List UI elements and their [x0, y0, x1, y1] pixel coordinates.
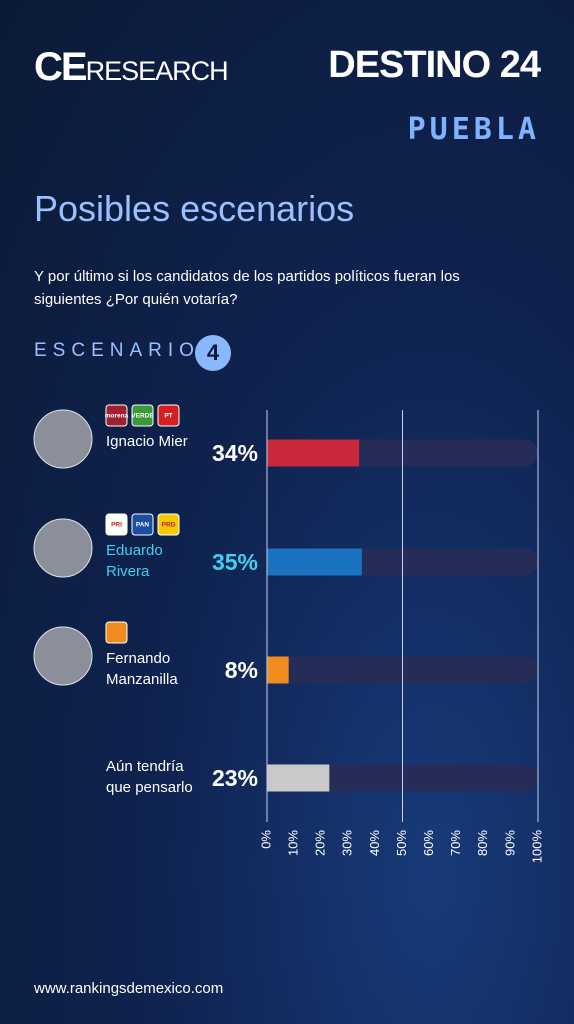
category-label: Eduardo Rivera	[106, 542, 163, 580]
bar	[267, 764, 330, 792]
party-logo	[105, 404, 128, 427]
candidate-photo	[33, 626, 93, 686]
value-label: 35%	[212, 549, 258, 575]
chart-subtitle: Y por último si los candidatos de los pa…	[34, 268, 460, 308]
brand-light: RESEARCH	[85, 56, 229, 86]
party-logo-label: morena	[105, 413, 129, 420]
x-tick-label: 0%	[258, 830, 273, 849]
candidate-photo	[33, 409, 93, 469]
candidate-photo	[33, 518, 93, 578]
category-label: Aún tendría que pensarlo	[106, 758, 193, 796]
party-logo-label: PT	[164, 413, 172, 420]
value-label: 8%	[225, 657, 258, 683]
chart-title: Posibles escenarios	[34, 188, 355, 229]
x-tick-label: 60%	[421, 830, 436, 856]
x-tick-label: 30%	[340, 830, 355, 856]
bar	[267, 548, 362, 576]
category-label: Fernando Manzanilla	[106, 650, 178, 688]
x-tick-label: 90%	[502, 830, 517, 856]
x-tick-label: 50%	[394, 830, 409, 856]
campaign: DESTINO 24	[328, 44, 541, 86]
party-logo	[105, 513, 128, 536]
value-label: 34%	[212, 440, 258, 466]
party-logo-label: VERDE	[131, 413, 154, 420]
category-label: Ignacio Mier	[106, 433, 188, 450]
x-tick-label: 80%	[475, 830, 490, 856]
footer: www.rankingsdemexico.com	[34, 980, 224, 997]
brand-logo: CERESEARCH	[34, 44, 229, 94]
x-tick-label: 20%	[313, 830, 328, 856]
badge-label: ESCENARIO	[34, 340, 200, 361]
bar	[267, 439, 360, 467]
party-logo-label: PRI	[111, 522, 122, 529]
bar	[267, 656, 289, 684]
brand-bold: CE	[34, 45, 88, 89]
x-tick-label: 40%	[367, 830, 382, 856]
x-tick-label: 70%	[448, 830, 463, 856]
badge-number: 4	[195, 335, 231, 371]
party-logo-label: PRD	[162, 522, 176, 529]
party-logo	[105, 621, 128, 644]
region: PUEBLA	[407, 112, 540, 147]
party-logo	[157, 513, 180, 536]
party-logo	[131, 513, 154, 536]
party-logo	[157, 404, 180, 427]
x-tick-label: 10%	[286, 830, 301, 856]
value-label: 23%	[212, 765, 258, 791]
party-logo	[131, 404, 154, 427]
party-logo-label: PAN	[136, 522, 150, 529]
x-tick-label: 100%	[529, 830, 544, 864]
